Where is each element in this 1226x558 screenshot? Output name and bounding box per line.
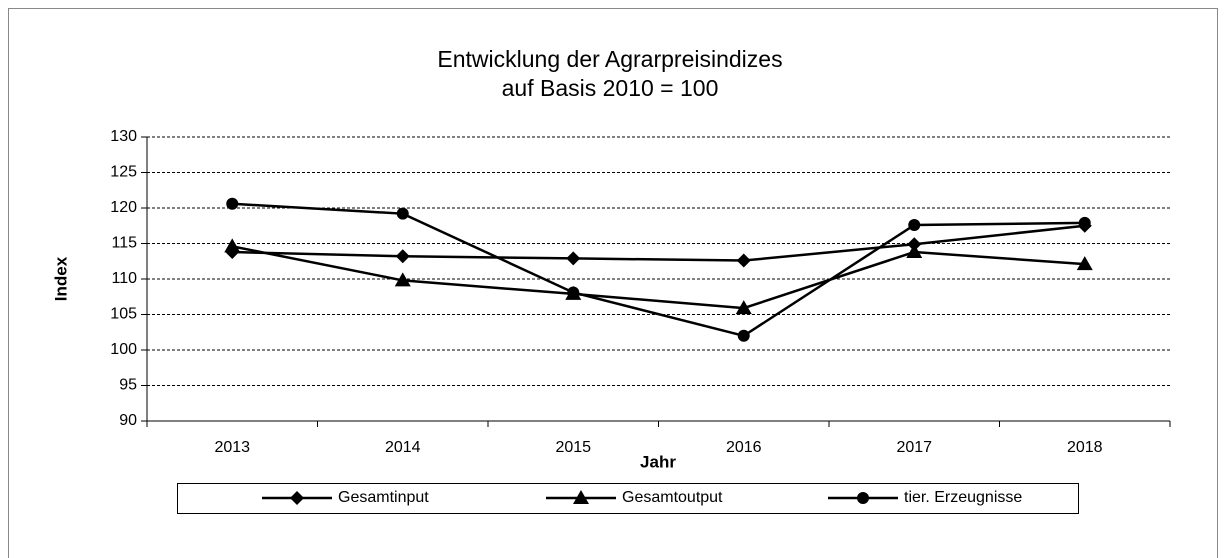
y-tick-label: 120 <box>110 199 137 216</box>
marker <box>1078 216 1091 229</box>
x-tick-label: 2016 <box>726 439 762 456</box>
chart-border <box>8 8 1218 558</box>
legend-box <box>177 483 1079 514</box>
series-line <box>232 245 1085 310</box>
x-tick-label: 2015 <box>555 439 591 456</box>
x-axis-title: Jahr <box>640 452 676 471</box>
y-axis-title: Index <box>51 256 70 301</box>
marker <box>567 286 580 299</box>
marker <box>857 492 869 504</box>
chart-title: Entwicklung der Agrarpreisindizes <box>437 46 782 72</box>
marker <box>224 238 241 253</box>
marker <box>290 491 304 505</box>
x-tick-label: 2017 <box>896 439 932 456</box>
y-tick-label: 105 <box>110 306 137 323</box>
marker <box>906 244 923 259</box>
marker <box>395 249 410 264</box>
x-tick-label: 2013 <box>214 439 250 456</box>
y-tick-label: 125 <box>110 164 137 181</box>
series-line <box>232 224 1085 262</box>
marker <box>1076 256 1093 271</box>
legend-label: tier. Erzeugnisse <box>904 489 1022 506</box>
y-tick-label: 115 <box>111 235 137 252</box>
y-tick-label: 130 <box>110 128 137 145</box>
marker <box>735 300 752 315</box>
marker <box>908 219 921 232</box>
marker <box>394 272 411 287</box>
y-tick-label: 95 <box>119 377 137 394</box>
x-tick-label: 2014 <box>385 439 421 456</box>
series-line <box>232 202 1085 338</box>
marker <box>737 329 750 342</box>
marker <box>736 253 751 268</box>
marker <box>226 197 239 210</box>
chart-subtitle: auf Basis 2010 = 100 <box>502 75 719 101</box>
legend-label: Gesamtoutput <box>622 489 723 506</box>
y-tick-label: 110 <box>111 270 137 287</box>
y-tick-label: 90 <box>119 412 137 429</box>
y-tick-label: 100 <box>110 341 137 358</box>
marker <box>573 490 589 504</box>
marker <box>396 207 409 220</box>
legend-label: Gesamtinput <box>338 489 429 506</box>
x-tick-label: 2018 <box>1067 439 1103 456</box>
marker <box>566 251 581 266</box>
